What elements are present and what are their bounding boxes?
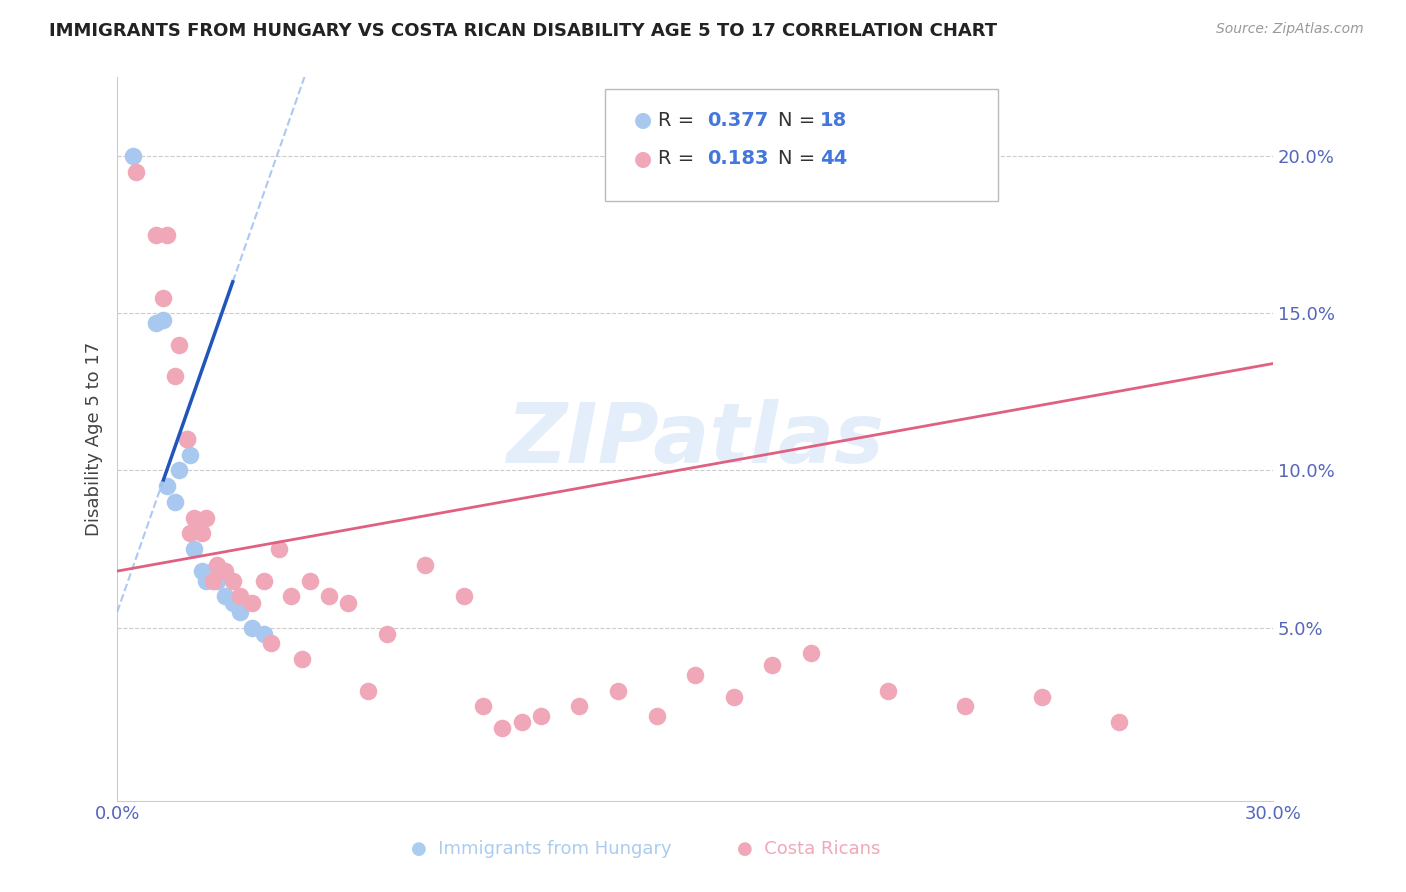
Point bbox=[645, 708, 668, 723]
Point bbox=[375, 627, 398, 641]
Text: N =: N = bbox=[778, 111, 821, 130]
Y-axis label: Disability Age 5 to 17: Disability Age 5 to 17 bbox=[86, 342, 103, 536]
Point bbox=[1108, 714, 1130, 729]
Point bbox=[723, 690, 745, 704]
Point bbox=[145, 316, 167, 330]
Text: R =: R = bbox=[658, 111, 700, 130]
Text: ZIPatlas: ZIPatlas bbox=[506, 399, 884, 480]
Text: ●  Immigrants from Hungary: ● Immigrants from Hungary bbox=[411, 840, 672, 858]
Text: 0.183: 0.183 bbox=[707, 149, 769, 169]
Text: N =: N = bbox=[778, 149, 821, 169]
Point bbox=[145, 227, 167, 242]
Text: 18: 18 bbox=[820, 111, 846, 130]
Point bbox=[163, 495, 186, 509]
Text: R =: R = bbox=[658, 149, 700, 169]
Text: ●: ● bbox=[634, 111, 652, 130]
Point bbox=[176, 432, 198, 446]
Point bbox=[267, 542, 290, 557]
Text: Source: ZipAtlas.com: Source: ZipAtlas.com bbox=[1216, 22, 1364, 37]
Point bbox=[167, 463, 190, 477]
Point bbox=[876, 683, 898, 698]
Point bbox=[291, 652, 314, 666]
Point bbox=[252, 627, 274, 641]
Point bbox=[179, 526, 201, 541]
Text: 44: 44 bbox=[820, 149, 846, 169]
Point bbox=[207, 558, 229, 572]
Point bbox=[191, 526, 214, 541]
Point bbox=[202, 564, 225, 578]
Point bbox=[240, 595, 263, 609]
Point bbox=[280, 589, 302, 603]
Point bbox=[191, 564, 214, 578]
Point bbox=[530, 708, 553, 723]
Point bbox=[453, 589, 475, 603]
Point bbox=[194, 510, 217, 524]
Point bbox=[125, 165, 148, 179]
Point bbox=[800, 646, 823, 660]
Point bbox=[415, 558, 437, 572]
Point bbox=[607, 683, 630, 698]
Point bbox=[176, 432, 198, 446]
Point bbox=[1031, 690, 1053, 704]
Point bbox=[683, 668, 706, 682]
Point bbox=[222, 595, 245, 609]
Point bbox=[214, 589, 236, 603]
Point bbox=[953, 699, 976, 714]
Point bbox=[152, 312, 174, 326]
Point bbox=[491, 721, 513, 735]
Point bbox=[472, 699, 495, 714]
Point bbox=[214, 564, 236, 578]
Point bbox=[194, 574, 217, 588]
Point bbox=[318, 589, 340, 603]
Point bbox=[761, 658, 783, 673]
Text: 0.377: 0.377 bbox=[707, 111, 769, 130]
Point bbox=[252, 574, 274, 588]
Point bbox=[163, 369, 186, 384]
Point bbox=[222, 574, 245, 588]
Point bbox=[298, 574, 321, 588]
Point bbox=[240, 621, 263, 635]
Point bbox=[229, 605, 252, 619]
Point bbox=[183, 542, 205, 557]
Point bbox=[183, 510, 205, 524]
Point bbox=[568, 699, 591, 714]
Point bbox=[179, 448, 201, 462]
Point bbox=[229, 589, 252, 603]
Point bbox=[156, 479, 179, 493]
Point bbox=[121, 149, 143, 163]
Point bbox=[356, 683, 378, 698]
Point bbox=[337, 595, 360, 609]
Text: IMMIGRANTS FROM HUNGARY VS COSTA RICAN DISABILITY AGE 5 TO 17 CORRELATION CHART: IMMIGRANTS FROM HUNGARY VS COSTA RICAN D… bbox=[49, 22, 997, 40]
Point bbox=[260, 636, 283, 650]
Point bbox=[202, 574, 225, 588]
Point bbox=[207, 574, 229, 588]
Text: ●  Costa Ricans: ● Costa Ricans bbox=[737, 840, 880, 858]
Point bbox=[156, 227, 179, 242]
Point bbox=[152, 291, 174, 305]
Point bbox=[167, 337, 190, 351]
Point bbox=[510, 714, 533, 729]
Text: ●: ● bbox=[634, 149, 652, 169]
